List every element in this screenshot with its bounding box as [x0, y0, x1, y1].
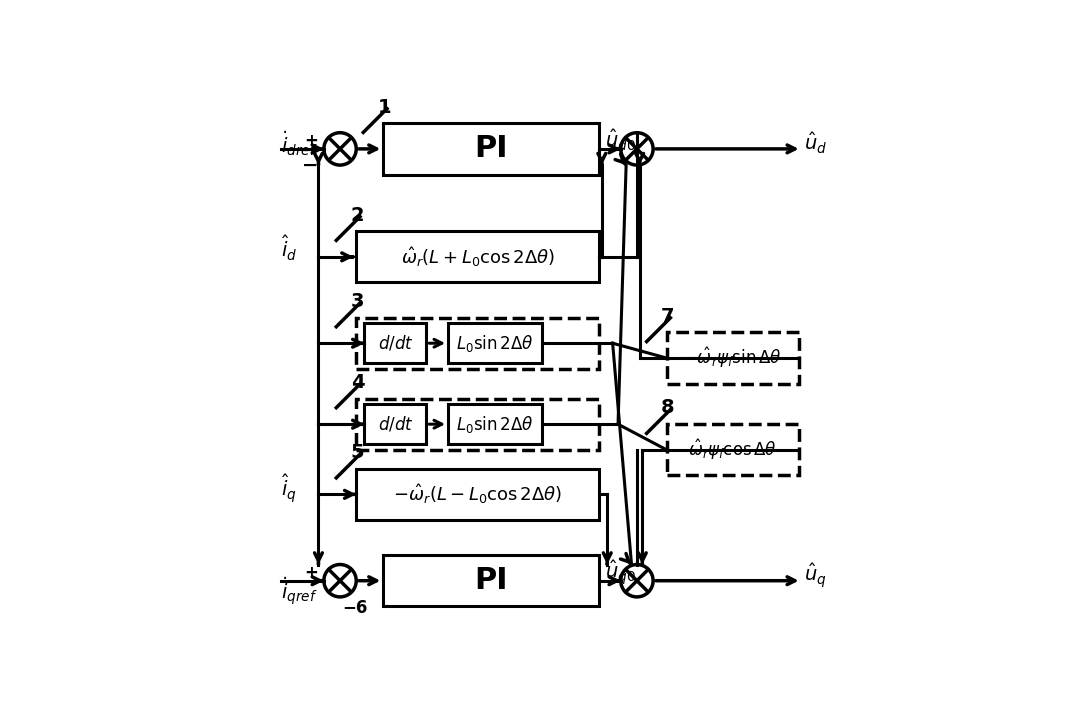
FancyBboxPatch shape [356, 399, 599, 450]
Text: $-\hat{\omega}_r(L-L_0\cos 2\Delta\theta)$: $-\hat{\omega}_r(L-L_0\cos 2\Delta\theta… [393, 482, 562, 506]
Text: $\hat{u}_q$: $\hat{u}_q$ [804, 561, 827, 590]
Text: 5: 5 [351, 443, 365, 462]
Text: $\dot{i}_{qref}$: $\dot{i}_{qref}$ [281, 576, 317, 608]
Text: $\hat{u}_{q0}$: $\hat{u}_{q0}$ [605, 559, 635, 587]
Text: 1: 1 [377, 97, 391, 116]
FancyBboxPatch shape [365, 404, 427, 444]
Text: +: + [305, 132, 319, 150]
FancyBboxPatch shape [356, 469, 599, 520]
Text: −6: −6 [343, 599, 368, 617]
Text: $\hat{u}_{d0}$: $\hat{u}_{d0}$ [605, 128, 635, 154]
Text: +: + [305, 564, 319, 582]
FancyBboxPatch shape [667, 424, 799, 475]
Text: $-\hat{\omega}_r\psi_f\sin\Delta\theta$: $-\hat{\omega}_r\psi_f\sin\Delta\theta$ [683, 346, 783, 370]
Text: $d/dt$: $d/dt$ [377, 415, 414, 434]
Text: 7: 7 [662, 307, 675, 326]
Text: PI: PI [475, 135, 508, 163]
FancyBboxPatch shape [356, 231, 599, 283]
FancyBboxPatch shape [365, 323, 427, 363]
Text: 8: 8 [662, 398, 675, 418]
Text: $L_0\sin 2\Delta\theta$: $L_0\sin 2\Delta\theta$ [456, 414, 534, 435]
FancyBboxPatch shape [383, 555, 599, 606]
Text: PI: PI [475, 566, 508, 595]
Text: $\hat{u}_d$: $\hat{u}_d$ [804, 131, 827, 156]
Text: $\hat{\omega}_r(L+L_0\cos 2\Delta\theta)$: $\hat{\omega}_r(L+L_0\cos 2\Delta\theta)… [401, 245, 555, 268]
Text: $\hat{i}_q$: $\hat{i}_q$ [281, 472, 296, 505]
FancyBboxPatch shape [667, 332, 799, 383]
Text: −: − [303, 156, 319, 175]
Text: 2: 2 [351, 205, 365, 224]
Text: 3: 3 [351, 292, 365, 311]
FancyBboxPatch shape [383, 123, 599, 175]
Text: 4: 4 [351, 373, 365, 392]
Text: $d/dt$: $d/dt$ [377, 334, 414, 353]
Text: $\hat{i}_d$: $\hat{i}_d$ [281, 234, 297, 264]
FancyBboxPatch shape [448, 323, 542, 363]
FancyBboxPatch shape [356, 318, 599, 369]
Text: $\hat{\omega}_r\psi_f\cos\Delta\theta$: $\hat{\omega}_r\psi_f\cos\Delta\theta$ [688, 437, 777, 462]
Text: $L_0\sin 2\Delta\theta$: $L_0\sin 2\Delta\theta$ [456, 333, 534, 354]
FancyBboxPatch shape [448, 404, 542, 444]
Text: $\dot{i}_{dref}$: $\dot{i}_{dref}$ [281, 129, 317, 158]
